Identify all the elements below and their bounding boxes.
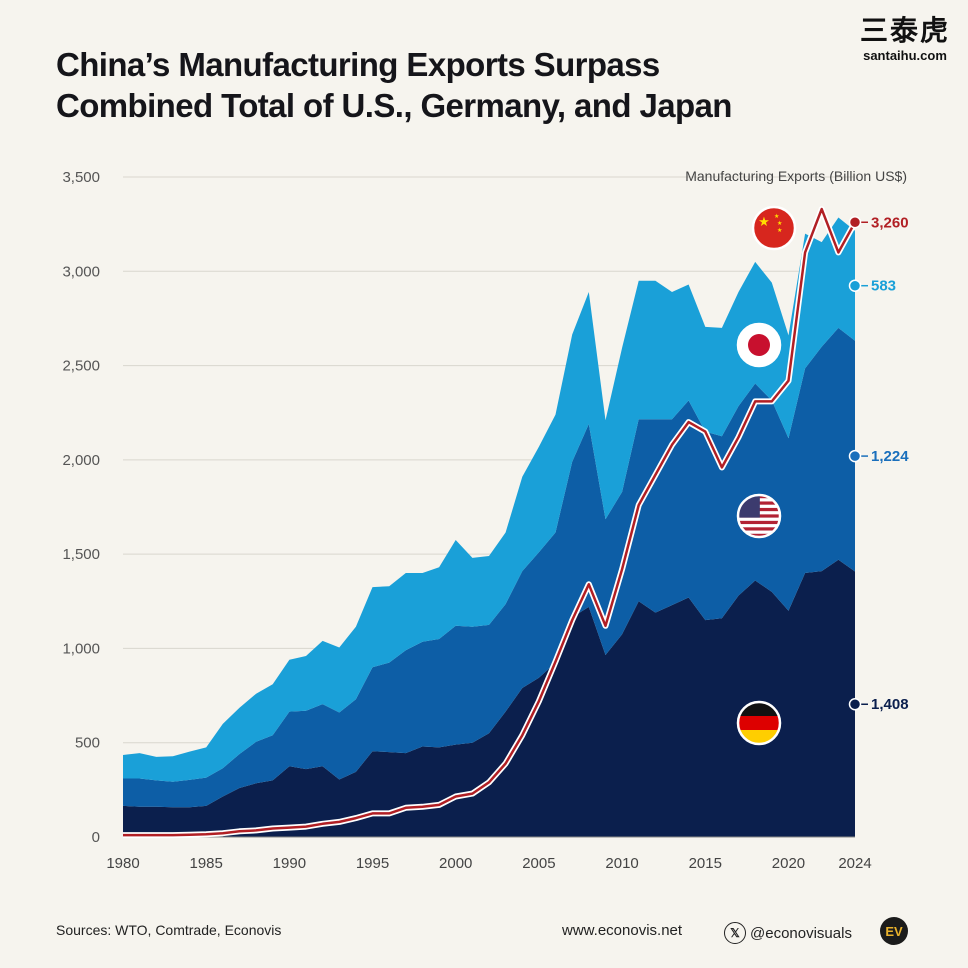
y-axis-title: Manufacturing Exports (Billion US$) bbox=[685, 168, 907, 184]
flag-star: ★ bbox=[758, 214, 770, 229]
chart-title-line-1: China’s Manufacturing Exports Surpass bbox=[56, 46, 660, 83]
x-tick-label: 2000 bbox=[439, 855, 472, 872]
flag-stripe bbox=[738, 520, 780, 525]
x-tick-label: 1980 bbox=[106, 855, 139, 872]
y-tick-label: 0 bbox=[92, 829, 100, 846]
flag-stripe bbox=[738, 530, 780, 535]
x-tick-label: 2020 bbox=[772, 855, 805, 872]
x-tick-label: 1990 bbox=[273, 855, 306, 872]
japan-value-label: 583 bbox=[871, 278, 896, 295]
y-tick-label: 500 bbox=[75, 735, 100, 752]
sources-note: Sources: WTO, Comtrade, Econovis bbox=[56, 922, 282, 938]
china-value-label: 3,260 bbox=[871, 214, 909, 231]
website-link[interactable]: www.econovis.net bbox=[562, 922, 683, 939]
x-tick-label: 2024 bbox=[838, 855, 871, 872]
area-japan bbox=[123, 217, 855, 782]
y-tick-label: 3,500 bbox=[62, 169, 100, 186]
flag-body bbox=[738, 495, 780, 537]
flag-star: ★ bbox=[777, 220, 782, 227]
japan-flag-icon bbox=[736, 322, 782, 368]
y-tick-label: 2,500 bbox=[62, 358, 100, 375]
x-tick-label: 2015 bbox=[689, 855, 722, 872]
flag-ring bbox=[736, 700, 782, 746]
y-tick-label: 3,000 bbox=[62, 263, 100, 280]
china-line bbox=[123, 207, 857, 837]
area-germany bbox=[123, 559, 855, 837]
y-tick-label: 2,000 bbox=[62, 452, 100, 469]
flag-stripe bbox=[738, 533, 780, 537]
y-tick-label: 1,000 bbox=[62, 640, 100, 657]
brand-name: 三泰虎 bbox=[859, 14, 950, 47]
germany-flag-icon bbox=[736, 700, 782, 746]
germany-value-label: 1,408 bbox=[871, 696, 909, 713]
social-handle[interactable]: 𝕏 @econovisuals bbox=[724, 922, 852, 944]
flag-stripe bbox=[738, 524, 780, 528]
china-flag-icon: ★ ★★★ bbox=[751, 205, 797, 251]
x-tick-label: 2005 bbox=[522, 855, 555, 872]
germany-end-marker bbox=[848, 697, 862, 711]
united-states-value-label: 1,224 bbox=[871, 448, 909, 465]
flag-stripe bbox=[738, 527, 780, 531]
japan-end-marker bbox=[848, 279, 862, 292]
x-tick-label: 2010 bbox=[605, 855, 638, 872]
x-tick-label: 1995 bbox=[356, 855, 389, 872]
social-handle-text: @econovisuals bbox=[750, 924, 852, 942]
flag-sun bbox=[748, 334, 770, 356]
brand-url: santaihu.com bbox=[863, 48, 947, 63]
chart-title-line-2: Combined Total of U.S., Germany, and Jap… bbox=[56, 87, 732, 124]
flag-ring bbox=[751, 205, 797, 251]
flag-star: ★ bbox=[777, 227, 782, 234]
x-icon: 𝕏 bbox=[724, 922, 746, 944]
flag-band bbox=[738, 716, 780, 731]
united-states-end-marker bbox=[848, 449, 862, 463]
flag-ring bbox=[736, 493, 782, 539]
china-end-marker bbox=[848, 216, 862, 229]
us-flag-icon bbox=[736, 493, 782, 539]
x-tick-label: 1985 bbox=[189, 855, 222, 872]
econovis-logo: EV bbox=[880, 917, 908, 945]
chart-title: China’s Manufacturing Exports Surpass Co… bbox=[56, 44, 732, 126]
flag-stripe bbox=[738, 517, 780, 522]
brand-watermark: 三泰虎 santaihu.com bbox=[860, 14, 950, 63]
y-tick-label: 1,500 bbox=[62, 546, 100, 563]
flag-ring bbox=[736, 322, 782, 368]
flag-star: ★ bbox=[774, 213, 779, 220]
